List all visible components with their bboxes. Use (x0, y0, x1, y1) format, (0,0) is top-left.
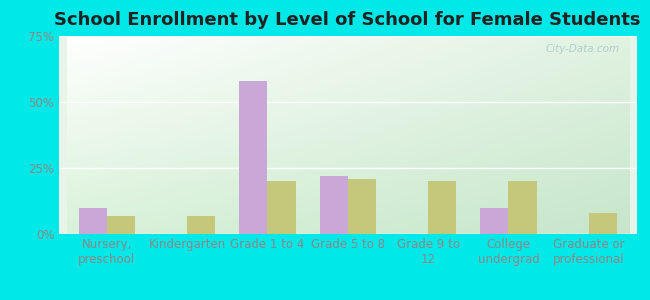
Bar (187, 215, 215, 234)
Bar (267, 181, 296, 234)
Bar (480, 208, 508, 234)
Bar (428, 181, 456, 234)
Bar (348, 178, 376, 234)
Bar (79, 208, 107, 234)
Bar (589, 213, 617, 234)
Text: City-Data.com: City-Data.com (545, 44, 619, 54)
Bar (239, 81, 267, 234)
Bar (508, 181, 536, 234)
Title: School Enrollment by Level of School for Female Students: School Enrollment by Level of School for… (55, 11, 641, 29)
Bar (107, 215, 135, 234)
Bar (320, 176, 348, 234)
